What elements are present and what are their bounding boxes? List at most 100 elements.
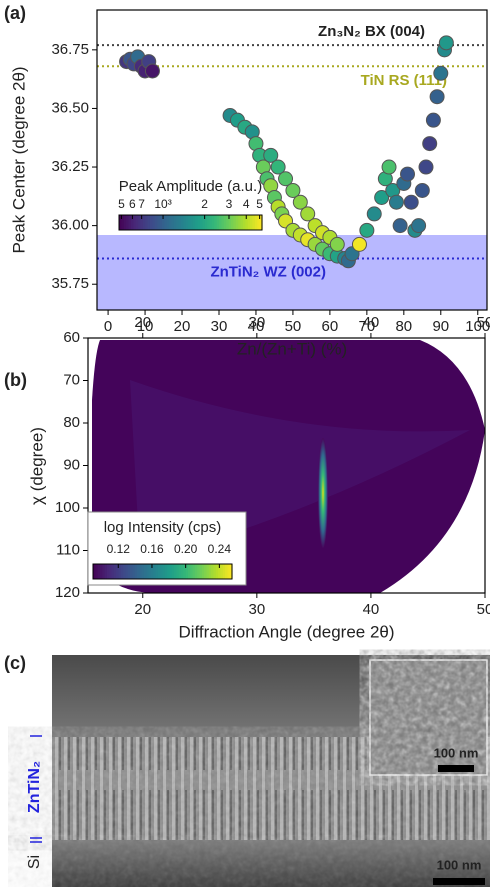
- colorbar-cell: [152, 215, 156, 230]
- reference-label: TiN RS (111): [361, 72, 447, 89]
- x-tick-label: 0: [104, 318, 112, 335]
- x-tick-label: 70: [359, 318, 376, 335]
- colorbar-cell: [147, 215, 151, 230]
- colorbar-cell: [109, 564, 113, 579]
- data-point: [418, 159, 434, 175]
- x-tick-label: 100: [465, 318, 490, 335]
- scale-bar-label: 100 nm: [434, 745, 479, 760]
- colorbar-cell: [208, 564, 212, 579]
- diffraction-peak: [318, 438, 328, 548]
- colorbar-cell: [171, 564, 175, 579]
- colorbar-cell: [154, 215, 158, 230]
- colorbar-cell: [118, 564, 122, 579]
- colorbar-cell: [121, 215, 125, 230]
- x-tick-label: 30: [211, 318, 228, 335]
- colorbar-cell: [173, 215, 177, 230]
- colorbar-cell: [200, 215, 204, 230]
- colorbar-cell: [183, 564, 187, 579]
- x-tick-label: 10: [137, 318, 154, 335]
- colorbar-cell: [148, 564, 152, 579]
- colorbar-cell: [254, 215, 258, 230]
- colorbar-cell: [111, 564, 115, 579]
- colorbar-tick-label: 0.20: [174, 542, 198, 556]
- panel-label: (c): [4, 653, 26, 673]
- x-tick-label: 20: [174, 318, 191, 335]
- data-point: [144, 63, 160, 79]
- data-point: [270, 159, 286, 175]
- colorbar-cell: [190, 564, 194, 579]
- scale-bar: [433, 878, 485, 885]
- colorbar-cell: [252, 215, 256, 230]
- colorbar-cell: [240, 215, 244, 230]
- colorbar-cell: [245, 215, 249, 230]
- colorbar-cell: [226, 215, 230, 230]
- y-tick-label: 80: [63, 414, 80, 431]
- scale-bar-label: 100 nm: [437, 857, 482, 872]
- data-point: [263, 147, 279, 163]
- colorbar-cell: [247, 215, 251, 230]
- colorbar-cell: [192, 564, 196, 579]
- colorbar-cell: [211, 564, 215, 579]
- colorbar-cell: [119, 215, 122, 230]
- x-tick-label: 90: [432, 318, 449, 335]
- colorbar-cell: [137, 564, 140, 579]
- colorbar-cell: [130, 564, 133, 579]
- colorbar-cell: [218, 564, 222, 579]
- colorbar-cell: [187, 564, 191, 579]
- colorbar-cell: [220, 564, 224, 579]
- data-point: [285, 182, 301, 198]
- colorbar-cell: [190, 215, 194, 230]
- y-tick-label: 70: [63, 371, 80, 388]
- colorbar-cell: [106, 564, 110, 579]
- colorbar-tick-label: 3: [226, 197, 233, 211]
- colorbar-cell: [135, 215, 139, 230]
- x-tick-label-top: 50: [477, 314, 490, 331]
- data-point: [438, 35, 454, 51]
- x-tick-label-top: 30: [248, 314, 265, 331]
- colorbar-cell: [211, 215, 215, 230]
- data-point: [374, 190, 390, 205]
- sem-inset-texture: [371, 661, 486, 774]
- data-point: [425, 112, 441, 128]
- colorbar-cell: [183, 215, 187, 230]
- panel-label: (a): [4, 3, 26, 23]
- y-axis-label: χ (degree): [27, 427, 46, 505]
- x-axis-label: Zn/(Zn+Ti) (%): [237, 339, 347, 358]
- colorbar-cell: [221, 215, 225, 230]
- colorbar-cell: [250, 215, 254, 230]
- data-point: [278, 171, 294, 187]
- colorbar-cell: [199, 564, 203, 579]
- y-tick-label: 36.75: [51, 41, 89, 58]
- colorbar-cell: [213, 564, 217, 579]
- colorbar-cell: [143, 564, 147, 579]
- colorbar-cell: [95, 564, 99, 579]
- colorbar-cell: [164, 215, 168, 230]
- sem-image: [30, 655, 490, 887]
- data-point: [411, 218, 427, 234]
- colorbar-cell: [176, 215, 180, 230]
- colorbar-cell: [202, 215, 206, 230]
- colorbar-cell: [235, 215, 239, 230]
- colorbar-tick-label: 2: [201, 197, 208, 211]
- colorbar-cell: [178, 215, 182, 230]
- colorbar-cell: [155, 564, 159, 579]
- y-tick-label: 36.00: [51, 217, 89, 234]
- x-tick-label: 40: [363, 601, 380, 618]
- colorbar-tick-label: 0.12: [107, 542, 131, 556]
- colorbar-cell: [192, 215, 196, 230]
- y-axis-label: Peak Center (degree 2θ): [9, 66, 28, 253]
- colorbar-cell: [209, 215, 213, 230]
- colorbar-cell: [128, 215, 132, 230]
- colorbar-cell: [197, 564, 201, 579]
- layer-label: ZnTiN₂: [26, 761, 43, 813]
- colorbar-cell: [145, 215, 149, 230]
- data-point: [381, 159, 397, 175]
- reference-label: ZnTiN₂ WZ (002): [210, 263, 326, 280]
- colorbar-cell: [166, 215, 170, 230]
- colorbar-cell: [97, 564, 101, 579]
- y-tick-label: 36.50: [51, 99, 89, 116]
- colorbar-cell: [116, 564, 120, 579]
- colorbar-cell: [159, 215, 163, 230]
- colorbar-cell: [233, 215, 237, 230]
- colorbar-cell: [157, 215, 161, 230]
